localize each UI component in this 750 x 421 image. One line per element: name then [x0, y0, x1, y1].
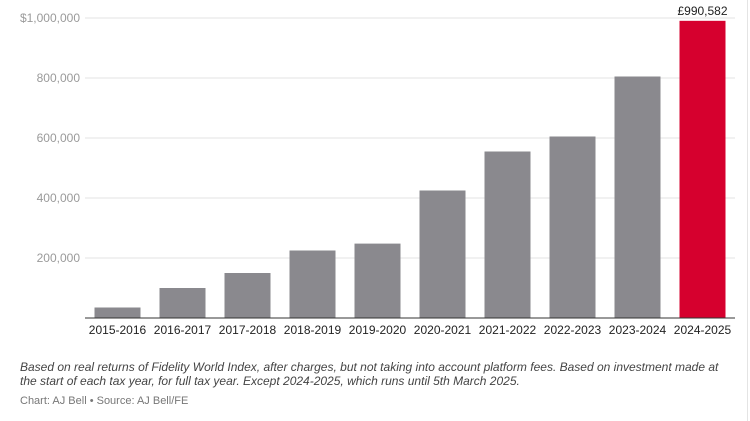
x-tick-label: 2023-2024 [609, 323, 667, 337]
bar-2024-2025 [679, 20, 726, 318]
bar-2019-2020 [354, 243, 401, 318]
bar-2020-2021 [419, 190, 466, 318]
x-tick-label: 2018-2019 [284, 323, 342, 337]
y-tick-label: 600,000 [37, 131, 81, 145]
frame-border [747, 0, 748, 421]
x-tick-label: 2015-2016 [89, 323, 147, 337]
bar-2023-2024 [614, 76, 661, 318]
bar-2022-2023 [549, 136, 596, 318]
chart-notes: Based on real returns of Fidelity World … [20, 360, 719, 388]
bar-chart: 200,000 400,000 600,000 800,000 $1,000,000 20… [20, 4, 735, 337]
bar-2018-2019 [289, 250, 336, 318]
y-tick-label: 800,000 [37, 71, 81, 85]
bar-2015-2016 [94, 307, 141, 318]
y-tick-label: 200,000 [37, 251, 81, 265]
y-tick-label: $1,000,000 [20, 11, 80, 25]
data-label-highlight: £990,582 [677, 4, 727, 18]
x-tick-label: 2017-2018 [219, 323, 277, 337]
x-tick-label: 2019-2020 [349, 323, 407, 337]
x-tick-label: 2020-2021 [414, 323, 472, 337]
bar-2016-2017 [159, 288, 206, 318]
x-tick-label: 2022-2023 [544, 323, 602, 337]
chart-credit: Chart: AJ Bell • Source: AJ Bell/FE [20, 395, 189, 407]
x-tick-label: 2021-2022 [479, 323, 537, 337]
x-tick-label: 2024-2025 [674, 323, 732, 337]
bar-2017-2018 [224, 273, 271, 318]
bar-2021-2022 [484, 151, 531, 318]
x-tick-label: 2016-2017 [154, 323, 212, 337]
y-tick-label: 400,000 [37, 191, 81, 205]
